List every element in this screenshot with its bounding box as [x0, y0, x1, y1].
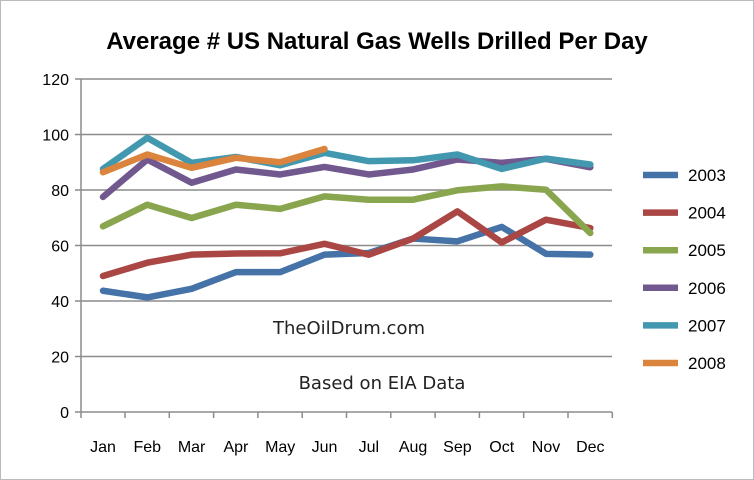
series-line-2008 — [99, 145, 328, 176]
series-line-2004 — [99, 208, 594, 280]
x-tick-label: Aug — [399, 439, 427, 456]
series-line-2003 — [99, 223, 594, 301]
x-tick-label: Mar — [178, 439, 206, 456]
legend-label-2004: 2004 — [688, 204, 726, 223]
x-tick-label: Apr — [223, 439, 249, 456]
x-tick-label: Oct — [489, 439, 514, 456]
legend-label-2005: 2005 — [688, 241, 726, 260]
legend-label-2003: 2003 — [688, 166, 726, 185]
annotation-source: Based on EIA Data — [299, 373, 466, 394]
y-tick-label: 40 — [51, 294, 69, 311]
series-line-2007 — [99, 134, 594, 173]
y-tick-label: 0 — [60, 405, 69, 422]
legend-label-2006: 2006 — [688, 279, 726, 298]
y-tick-label: 60 — [51, 239, 69, 256]
x-tick-label: May — [265, 439, 295, 456]
x-tick-label: Jul — [359, 439, 379, 456]
y-tick-label: 20 — [51, 350, 69, 367]
legend-label-2008: 2008 — [688, 354, 726, 373]
y-tick-label: 100 — [42, 128, 69, 145]
x-tick-label: Nov — [532, 439, 560, 456]
x-tick-label: Feb — [134, 439, 162, 456]
legend-label-2007: 2007 — [688, 316, 726, 335]
series-line-2006 — [99, 155, 594, 201]
y-tick-label: 120 — [42, 72, 69, 89]
x-tick-label: Jan — [90, 439, 116, 456]
x-tick-label: Jun — [312, 439, 338, 456]
chart-title: Average # US Natural Gas Wells Drilled P… — [106, 28, 648, 55]
y-tick-label: 80 — [51, 183, 69, 200]
x-tick-label: Sep — [443, 439, 472, 456]
x-tick-label: Dec — [576, 439, 604, 456]
series-line-2005 — [99, 183, 594, 237]
annotation-site: TheOilDrum.com — [272, 318, 425, 339]
